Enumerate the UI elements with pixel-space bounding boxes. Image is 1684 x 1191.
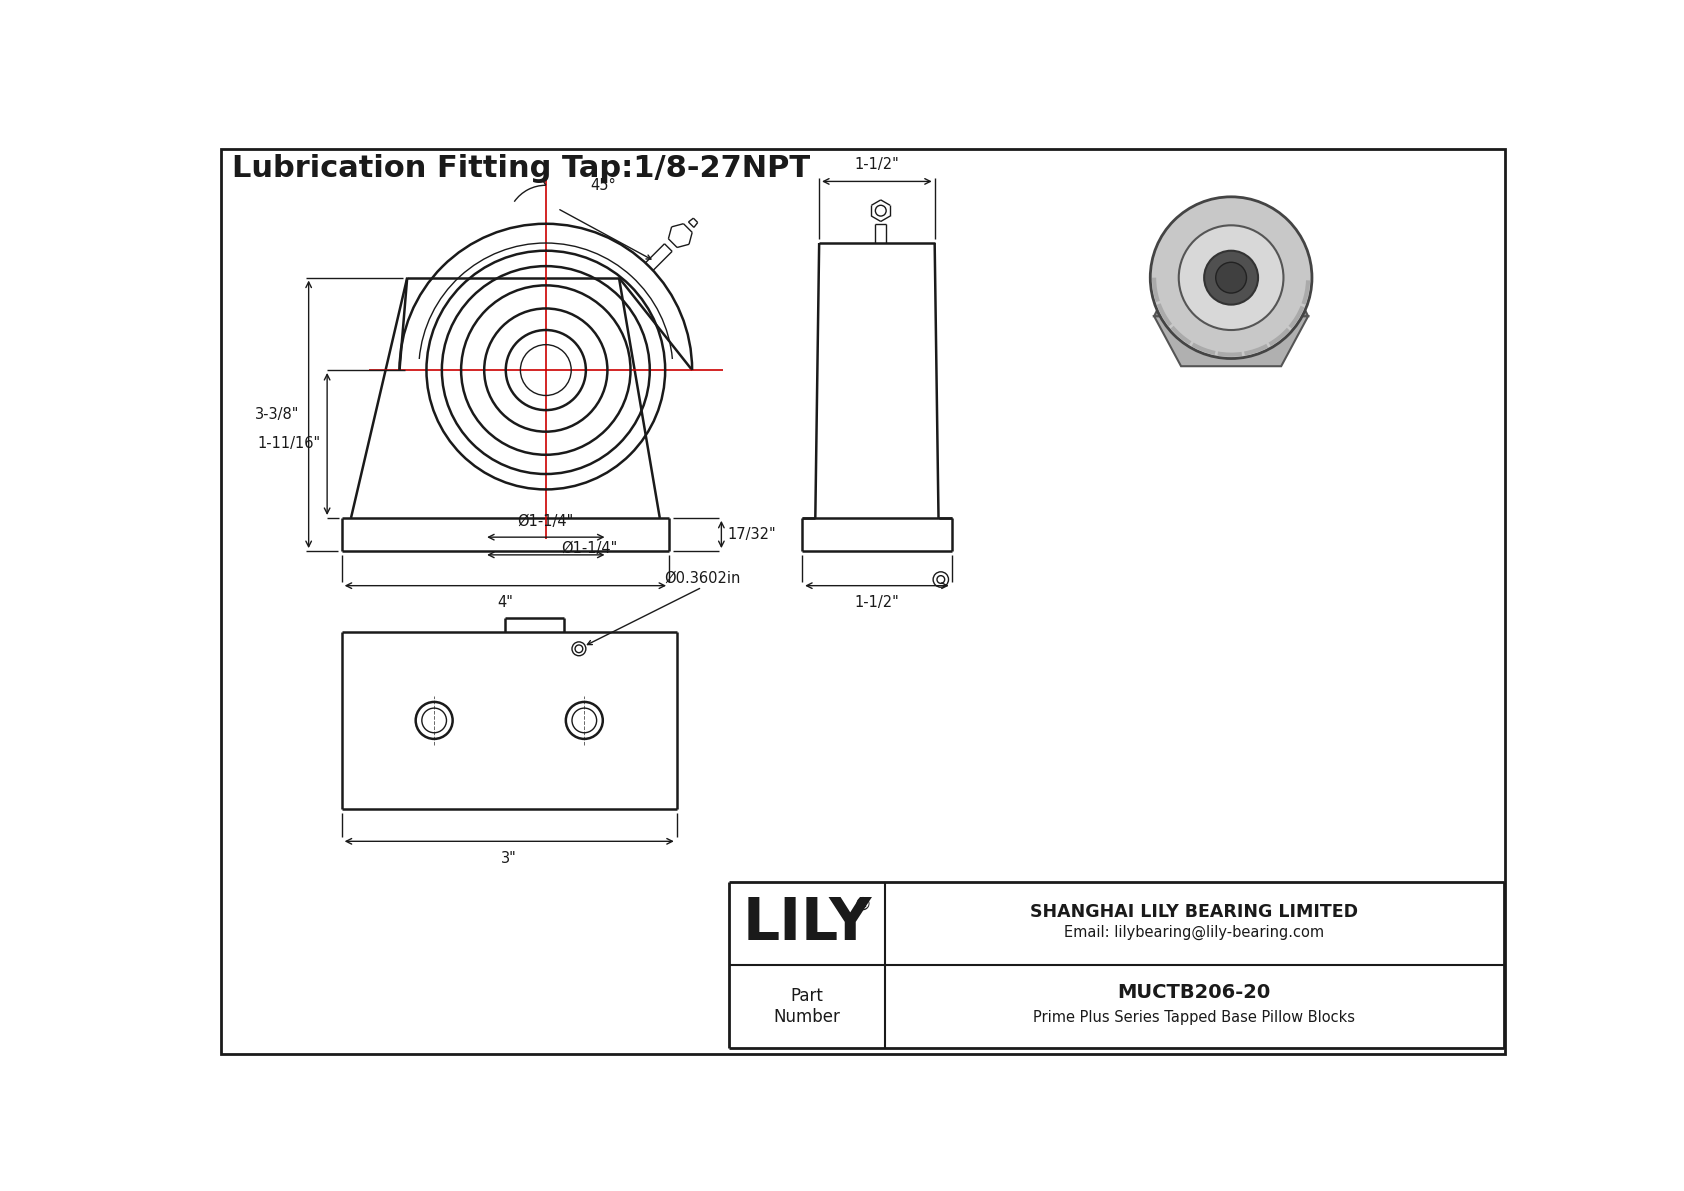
Text: 1-1/2": 1-1/2" <box>854 157 899 173</box>
Text: Lubrication Fitting Tap:1/8-27NPT: Lubrication Fitting Tap:1/8-27NPT <box>232 155 810 183</box>
Text: Part
Number: Part Number <box>773 987 840 1025</box>
Text: Email: lilybearing@lily-bearing.com: Email: lilybearing@lily-bearing.com <box>1064 925 1324 941</box>
Text: Ø0.3602in: Ø0.3602in <box>663 570 741 586</box>
Circle shape <box>1204 251 1258 305</box>
Circle shape <box>1179 225 1283 330</box>
Text: 1-1/2": 1-1/2" <box>854 596 899 610</box>
Text: ®: ® <box>854 896 871 913</box>
Text: 3-3/8": 3-3/8" <box>254 407 300 422</box>
Text: 17/32": 17/32" <box>727 526 776 542</box>
Circle shape <box>1150 197 1312 358</box>
Text: MUCTB206-20: MUCTB206-20 <box>1118 983 1271 1002</box>
Text: 45°: 45° <box>591 177 616 193</box>
Circle shape <box>1216 262 1246 293</box>
Text: 1-11/16": 1-11/16" <box>258 436 322 451</box>
Text: 3": 3" <box>502 850 517 866</box>
Polygon shape <box>1154 316 1308 366</box>
Text: 4": 4" <box>497 596 514 610</box>
Polygon shape <box>1154 301 1308 316</box>
Text: Ø1-1/4": Ø1-1/4" <box>517 515 574 530</box>
Text: SHANGHAI LILY BEARING LIMITED: SHANGHAI LILY BEARING LIMITED <box>1031 903 1359 921</box>
Text: Prime Plus Series Tapped Base Pillow Blocks: Prime Plus Series Tapped Base Pillow Blo… <box>1034 1010 1356 1025</box>
Text: Ø1-1/4": Ø1-1/4" <box>561 541 618 556</box>
Text: LILY: LILY <box>743 894 872 952</box>
